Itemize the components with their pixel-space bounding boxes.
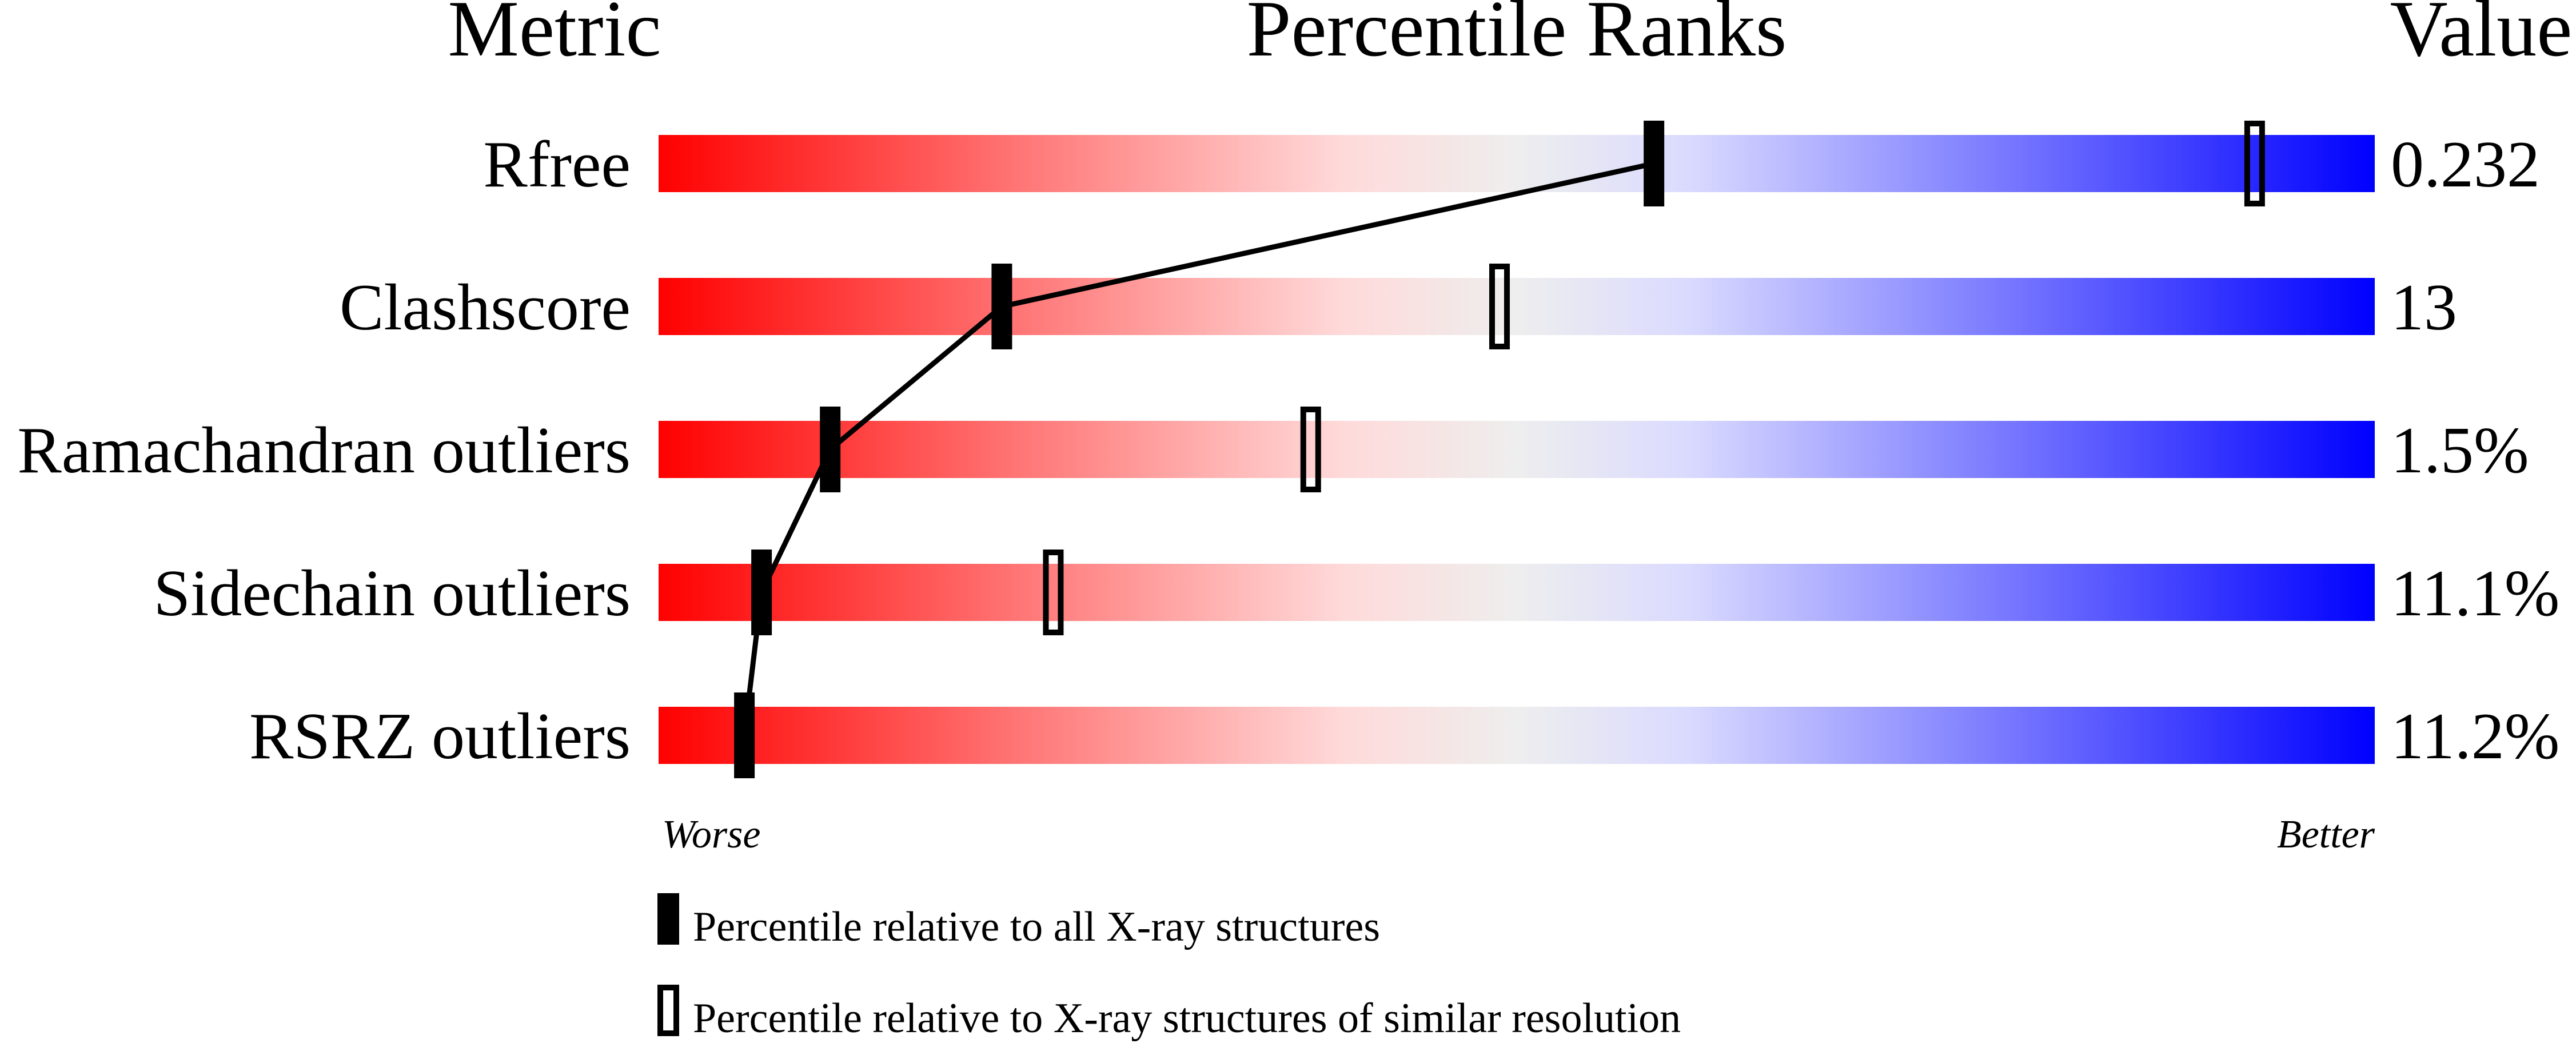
- metric-value: 11.1%: [2391, 557, 2559, 630]
- legend-label-all: Percentile relative to all X-ray structu…: [693, 903, 1380, 950]
- marker-similar-resolution: [1043, 550, 1064, 635]
- marker-all-structures: [1644, 121, 1665, 206]
- marker-similar-resolution: [1489, 264, 1510, 349]
- marker-all-structures: [734, 692, 755, 778]
- legend-filled-marker: [657, 893, 679, 945]
- header-percentile-ranks: Percentile Ranks: [1247, 0, 1787, 73]
- metric-label: Rfree: [483, 128, 631, 201]
- marker-all-structures: [751, 550, 772, 635]
- metric-value: 0.232: [2391, 128, 2540, 201]
- percentile-bar: [659, 707, 2375, 764]
- header-metric: Metric: [448, 0, 661, 73]
- header-value: Value: [2390, 0, 2573, 73]
- metric-label: Clashscore: [340, 271, 631, 344]
- legend-label-similar: Percentile relative to X-ray structures …: [693, 995, 1681, 1042]
- metric-label: Sidechain outliers: [154, 557, 631, 630]
- marker-similar-resolution: [1300, 407, 1321, 492]
- metric-value: 13: [2391, 271, 2457, 344]
- metric-value: 11.2%: [2391, 700, 2559, 773]
- better-label: Better: [2277, 813, 2375, 857]
- metric-label: RSRZ outliers: [249, 700, 631, 773]
- percentile-bar: [659, 278, 2375, 335]
- marker-all-structures: [991, 264, 1012, 349]
- percentile-bar: [659, 135, 2375, 192]
- marker-all-structures: [820, 407, 841, 492]
- worse-label: Worse: [662, 813, 760, 857]
- legend-hollow-marker: [657, 985, 679, 1036]
- metric-value: 1.5%: [2391, 414, 2529, 487]
- percentile-bar: [659, 421, 2375, 478]
- metric-label: Ramachandran outliers: [17, 414, 631, 487]
- percentile-bar: [659, 564, 2375, 621]
- marker-similar-resolution: [2244, 121, 2265, 206]
